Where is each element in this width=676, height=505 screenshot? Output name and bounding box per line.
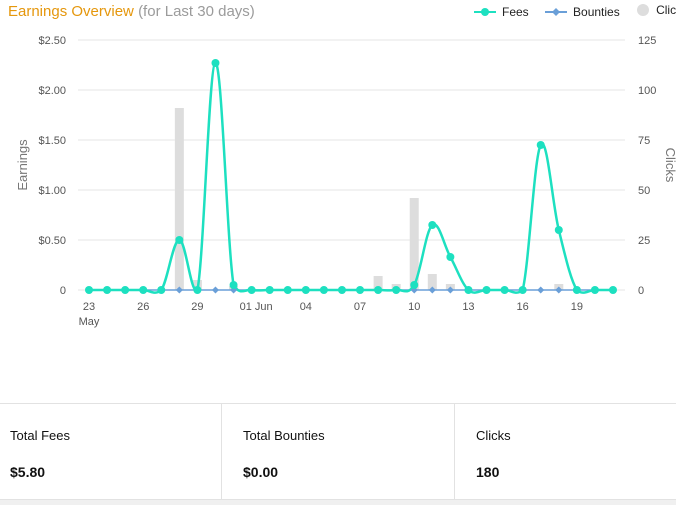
fees-point [283,286,292,294]
fees-point [464,286,473,294]
y-left-tick-label: $1.50 [38,135,66,147]
fees-point [265,286,274,294]
x-tick-label: 01 Jun [240,301,273,313]
bounties-point [555,286,563,294]
chart-header: Earnings Overview (for Last 30 days) [8,3,255,20]
x-tick-label: 04 [300,301,312,313]
stat-total-bounties: Total Bounties $0.00 [222,404,455,499]
bounties-point [537,286,545,294]
legend-label-fees: Fees [502,5,529,19]
fees-point [337,286,346,294]
fees-point [572,286,581,294]
fees-point [609,286,617,294]
bounties-point [446,286,454,294]
series-points [85,59,617,294]
chart-title: Earnings Overview [8,3,134,20]
x-tick-label: 07 [354,301,366,313]
x-tick-sublabel: May [79,316,100,328]
fees-point [590,286,599,294]
clicks-legend-marker-icon [637,4,650,16]
fees-point [518,286,527,294]
stat-value: $0.00 [243,464,279,480]
bounties-point [211,286,219,294]
y-right-tick-label: 75 [638,135,650,147]
y-left-tick-label: $0.50 [38,235,66,247]
x-tick-label: 29 [191,301,203,313]
fees-point [446,253,455,261]
summary-stats: Total Fees $5.80 Total Bounties $0.00 Cl… [0,403,676,499]
stat-label: Total Fees [10,428,70,443]
fees-point [229,281,238,289]
y-left-tick-label: $2.00 [38,85,66,97]
stat-clicks: Clicks 180 [455,404,676,499]
chart-legend: Fees Bounties Clicks [474,3,676,20]
fees-point [175,236,184,244]
fees-point [121,286,130,294]
axis-ticks: 0 $0.50 $1.00 $1.50 $2.00 $2.50 0 25 50 75 100 125 2… [38,35,656,328]
bottom-bar [0,499,676,505]
fees-point [157,286,166,294]
fees-point [319,286,328,294]
bounties-point [175,286,183,294]
x-tick-label: 23 [83,301,95,313]
stat-label: Total Bounties [243,428,325,443]
stat-total-fees: Total Fees $5.80 [0,404,222,499]
stat-label: Clicks [476,428,511,443]
fees-point [500,286,509,294]
clicks-bar [373,276,383,290]
clicks-bar [409,198,419,290]
fees-point [85,286,93,294]
fees-point [193,286,202,294]
x-tick-label: 10 [408,301,420,313]
x-tick-label: 26 [137,301,149,313]
bounties-point [428,286,436,294]
legend-item-bounties[interactable]: Bounties [545,5,620,19]
legend-label-bounties: Bounties [573,5,620,19]
fees-point [247,286,256,294]
fees-legend-marker-icon [474,8,496,16]
x-tick-label: 13 [462,301,474,313]
fees-line [89,61,613,294]
fees-point [301,286,310,294]
y-axis-left-label: Earnings [15,139,30,191]
fees-point [482,286,491,294]
x-tick-label: 19 [571,301,583,313]
legend-label-clicks: Clicks [656,3,676,17]
chart-subtitle: (for Last 30 days) [138,3,255,20]
stat-value: 180 [476,464,500,480]
fees-point [211,59,220,67]
chart-grid [78,39,625,291]
clicks-bar [174,108,184,290]
legend-item-fees[interactable]: Fees [474,5,529,19]
y-left-tick-label: $2.50 [38,35,66,47]
fees-point [536,141,545,149]
y-right-tick-label: 125 [638,35,656,47]
fees-point [139,286,148,294]
y-left-tick-label: 0 [60,285,66,297]
earnings-chart: 0 $0.50 $1.00 $1.50 $2.00 $2.50 0 25 50 75 100 125 2… [15,35,676,328]
fees-point [392,286,401,294]
fees-point [374,286,383,294]
y-right-tick-label: 25 [638,235,650,247]
fees-point [428,221,437,229]
series-lines [89,61,613,294]
y-right-tick-label: 50 [638,185,650,197]
y-right-tick-label: 0 [638,285,644,297]
clicks-bar [427,274,437,290]
legend-item-clicks[interactable]: Clicks [636,3,676,17]
y-left-tick-label: $1.00 [38,185,66,197]
stat-value: $5.80 [10,464,46,480]
x-tick-label: 16 [517,301,529,313]
fees-point [103,286,112,294]
clicks-bars [174,108,564,290]
fees-point [356,286,365,294]
y-axis-right-label: Clicks [663,148,676,183]
fees-point [410,281,419,289]
bounties-legend-marker-icon [545,8,568,16]
fees-point [554,226,563,234]
y-right-tick-label: 100 [638,85,656,97]
